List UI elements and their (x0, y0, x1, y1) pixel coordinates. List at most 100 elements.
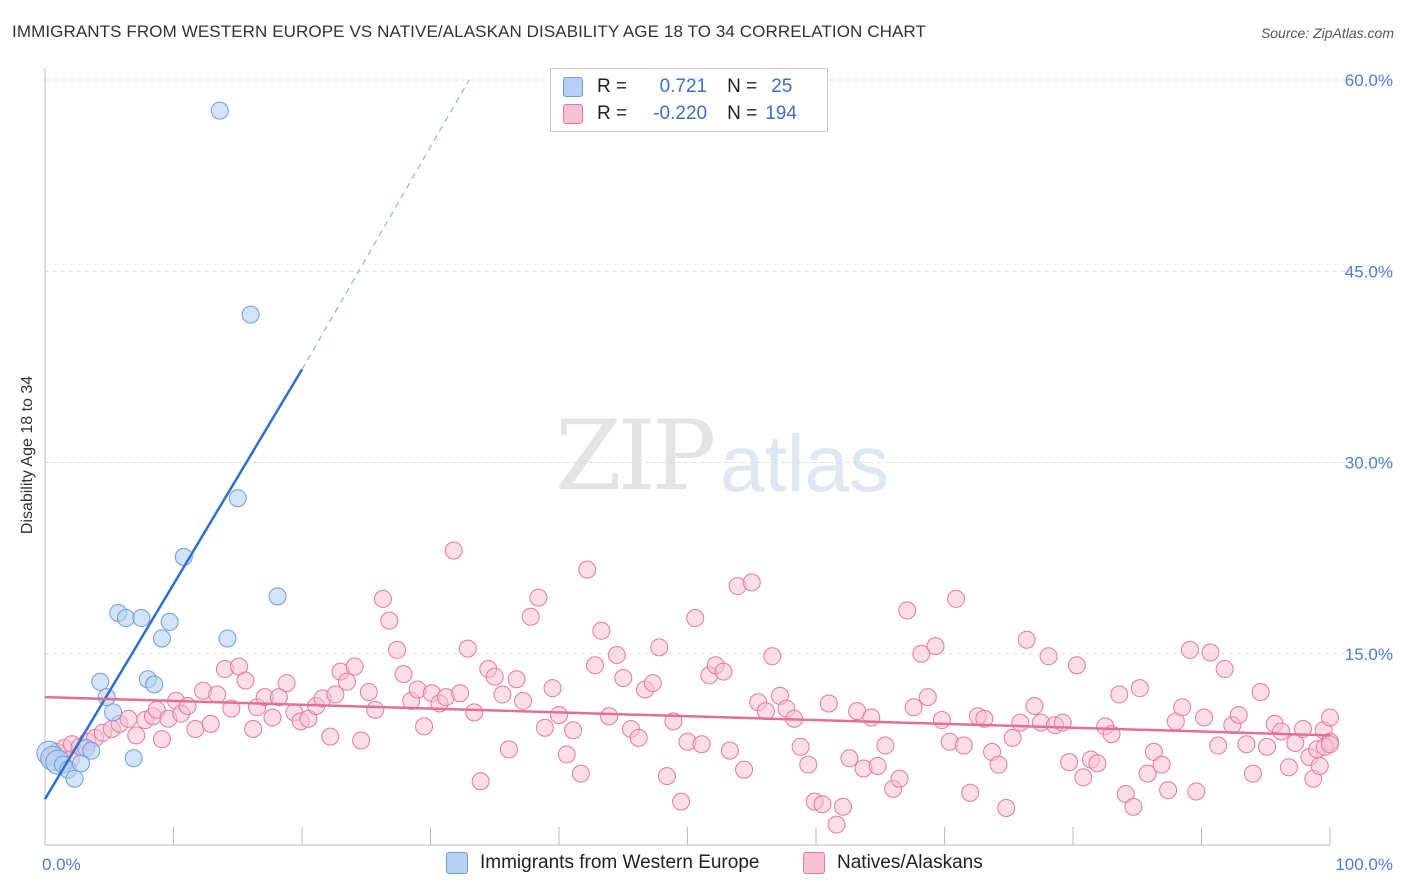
western-europe-point (82, 741, 101, 760)
natives-alaskans-point (521, 607, 540, 626)
watermark-atlas: atlas (720, 419, 889, 508)
natives-alaskans-point (918, 688, 937, 707)
natives-alaskans-point (898, 601, 917, 620)
western-europe-point (210, 101, 229, 120)
natives-alaskans-point (862, 708, 881, 727)
natives-alaskans-point (1025, 697, 1044, 716)
natives-alaskans-point (550, 705, 568, 724)
natives-alaskans-point (686, 609, 705, 628)
western-europe-point (104, 703, 123, 722)
natives-alaskans-point (607, 646, 626, 665)
natives-alaskans-point (1187, 782, 1206, 801)
legend-r-label: R = (597, 76, 628, 97)
bottom-legend-western-europe: Immigrants from Western Europe (446, 852, 759, 874)
natives-alaskans-point (720, 741, 739, 760)
natives-alaskans-point (926, 637, 945, 656)
natives-alaskans-point (975, 709, 994, 728)
legend-r-label: R = (597, 103, 628, 124)
natives-alaskans-point (444, 541, 463, 560)
western-europe-point (241, 305, 260, 324)
natives-alaskans-point (1272, 722, 1291, 741)
natives-alaskans-point (763, 647, 782, 666)
natives-alaskans-point (337, 672, 356, 691)
natives-alaskans-point (1011, 713, 1030, 732)
natives-alaskans-point (799, 755, 818, 774)
western-europe-point (228, 489, 247, 508)
source-label: Source: ZipAtlas.com (1260, 25, 1394, 41)
axes (44, 68, 1331, 846)
natives-alaskans-point (585, 656, 604, 675)
natives-alaskans-point (1180, 640, 1199, 659)
western-europe-point (218, 629, 237, 648)
natives-alaskans-point (321, 727, 340, 746)
natives-alaskans-point (954, 736, 973, 755)
natives-alaskans-point (1017, 630, 1036, 649)
natives-alaskans-point (471, 772, 490, 791)
natives-alaskans-point (714, 662, 733, 681)
natives-alaskans-point (578, 560, 597, 579)
natives-alaskans-point (1159, 781, 1178, 800)
natives-alaskans-point (840, 749, 859, 768)
natives-alaskans-point (1130, 679, 1149, 698)
natives-alaskans-point (819, 694, 838, 713)
legend-r-value-blue: 0.721 (659, 76, 708, 97)
natives-alaskans-point (1310, 756, 1329, 775)
natives-alaskans-point (222, 699, 241, 718)
natives-alaskans-point (1195, 708, 1214, 727)
natives-alaskans-point (201, 714, 220, 733)
natives-alaskans-point (514, 691, 533, 710)
bottom-legend-label-pink: Natives/Alaskans (837, 852, 983, 873)
natives-alaskans-point (1060, 753, 1079, 772)
natives-alaskans-point (345, 657, 364, 676)
natives-alaskans-point (1321, 735, 1339, 754)
natives-alaskans-point (592, 621, 611, 640)
natives-alaskans-point (1088, 754, 1107, 773)
natives-alaskans-point (127, 726, 146, 745)
natives-alaskans-point (692, 735, 711, 754)
natives-alaskans-point (277, 674, 296, 693)
western-europe-points (36, 101, 287, 788)
y-tick-label: 15.0% (1345, 645, 1393, 664)
natives-alaskans-point (1067, 656, 1086, 675)
natives-alaskans-point (989, 755, 1008, 774)
natives-alaskans-point (564, 721, 583, 740)
natives-alaskans-point (650, 638, 669, 657)
natives-alaskans-point (1215, 660, 1234, 679)
bottom-legend-natives-alaskans: Natives/Alaskans (803, 852, 983, 874)
legend-n-value-blue: 25 (771, 76, 793, 97)
natives-alaskans-point (827, 815, 846, 834)
natives-alaskans-point (1039, 647, 1058, 666)
natives-alaskans-point (244, 719, 263, 738)
western-europe-point (145, 675, 164, 694)
natives-alaskans-point (352, 731, 371, 750)
natives-alaskans-point (366, 700, 385, 719)
natives-alaskans-point (742, 573, 761, 592)
western-europe-point (124, 749, 143, 768)
natives-alaskans-point (961, 783, 980, 802)
natives-alaskans-point (813, 795, 832, 814)
natives-alaskans-point (614, 668, 633, 687)
natives-alaskans-point (756, 702, 775, 721)
natives-alaskans-point (1152, 755, 1171, 774)
natives-alaskans-point (152, 730, 171, 749)
y-tick-label: 60.0% (1345, 71, 1393, 90)
western-europe-point (132, 609, 151, 628)
natives-alaskans-point (1321, 708, 1339, 727)
natives-alaskans-point (543, 679, 562, 698)
natives-alaskans-point (186, 719, 205, 738)
x-tick-label: 0.0% (42, 855, 81, 874)
natives-alaskans-point (1201, 643, 1220, 662)
natives-alaskans-point (1251, 683, 1270, 701)
legend-n-label: N = (727, 76, 758, 97)
natives-alaskans-point (833, 797, 852, 816)
natives-alaskans-point (912, 644, 931, 663)
tick-labels: 15.0% 30.0% 45.0% 60.0% 0.0% 100.0% (42, 71, 1393, 874)
correlation-legend: R = 0.721 N = 25 R = -0.220 N = 194 (550, 68, 828, 132)
natives-alaskans-point (1229, 705, 1248, 724)
natives-alaskans-point (485, 667, 504, 686)
trend-lines (43, 79, 1331, 800)
natives-alaskans-point (1258, 737, 1277, 756)
legend-n-label: N = (727, 103, 758, 124)
natives-alaskans-point (326, 685, 345, 704)
